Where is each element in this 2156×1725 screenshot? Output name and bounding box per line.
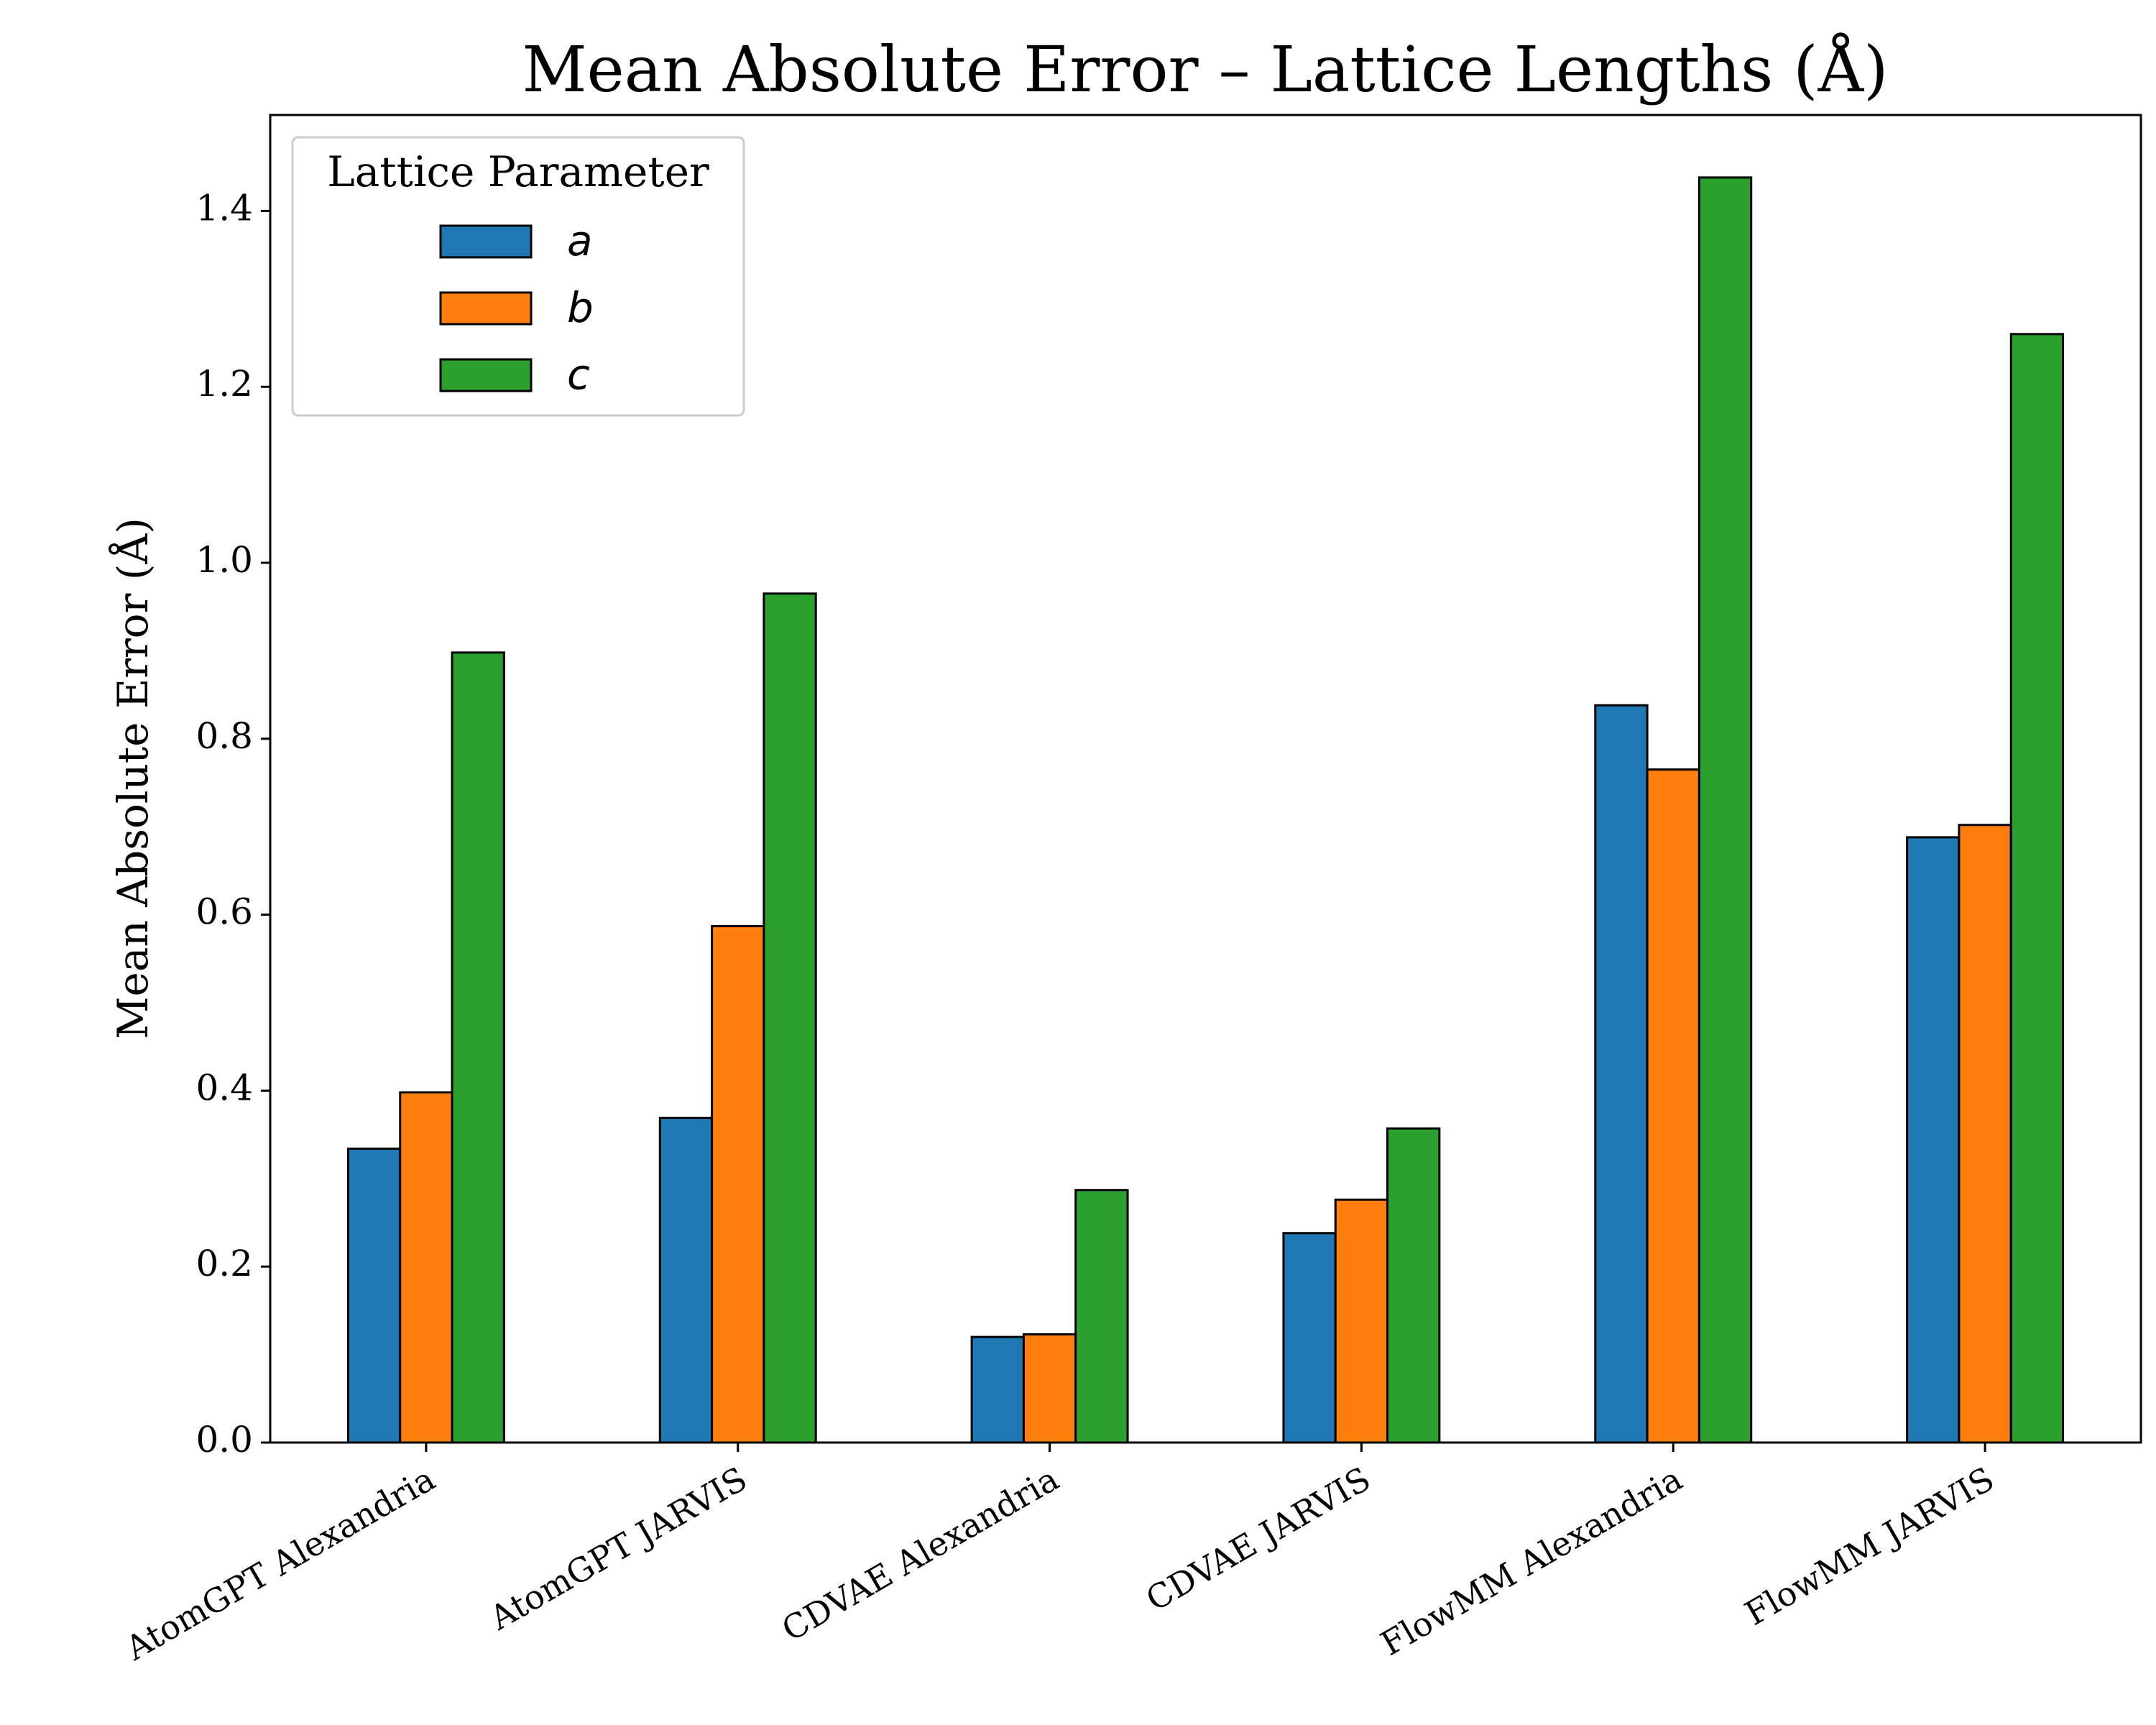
bar — [1958, 824, 2012, 1444]
bar — [2009, 333, 2065, 1444]
legend-label: b — [567, 283, 594, 332]
y-tick-label: 0.0 — [195, 1419, 253, 1460]
y-tick-label: 1.4 — [195, 187, 253, 229]
chart-title: Mean Absolute Error – Lattice Lengths (Å… — [522, 32, 1889, 106]
y-tick-label: 0.2 — [195, 1243, 253, 1284]
bar — [763, 592, 817, 1444]
legend-swatch — [439, 291, 533, 326]
legend-frame — [291, 136, 745, 417]
bar — [399, 1091, 453, 1444]
bar — [1697, 176, 1753, 1444]
bar — [451, 651, 505, 1444]
bar — [1282, 1232, 1337, 1444]
bar — [1074, 1189, 1129, 1444]
legend: Lattice Parameter abc — [291, 136, 745, 417]
legend-swatch — [439, 358, 533, 392]
bar — [658, 1116, 714, 1444]
legend-label: a — [567, 216, 593, 265]
y-tick-label: 1.0 — [195, 539, 253, 581]
y-tick-label: 1.2 — [195, 363, 253, 405]
bar — [1646, 768, 1700, 1444]
y-tick-label: 0.4 — [195, 1067, 253, 1108]
plot-frame — [269, 114, 2142, 1444]
y-axis-label: Mean Absolute Error (Å) — [109, 518, 157, 1039]
legend-swatch — [439, 224, 533, 259]
bar — [711, 925, 765, 1444]
legend-label: c — [567, 350, 590, 399]
y-tick-label: 0.8 — [195, 715, 253, 757]
bar — [1334, 1198, 1389, 1444]
y-tick-label: 0.6 — [195, 891, 253, 933]
bar — [1594, 704, 1649, 1444]
bar — [970, 1335, 1025, 1444]
bar — [346, 1147, 402, 1444]
bar — [1386, 1127, 1441, 1444]
bar — [1906, 836, 1961, 1444]
bar — [1022, 1333, 1077, 1444]
legend-title: Lattice Parameter — [327, 147, 709, 196]
